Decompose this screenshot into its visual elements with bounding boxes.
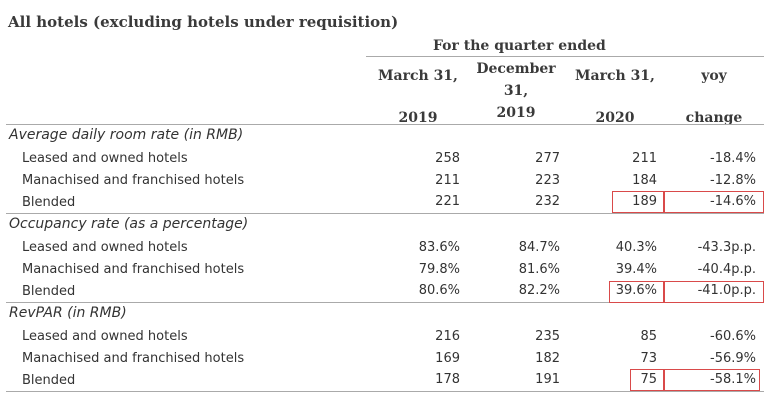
divider [6, 302, 764, 303]
col-header-line: 2020 [595, 110, 635, 126]
highlight-box [609, 281, 664, 303]
cell-value: 189 [632, 194, 657, 209]
cell-value: 221 [435, 194, 460, 209]
cell-value: 73 [640, 351, 657, 366]
col-header-line: 31, [503, 83, 529, 99]
cell-value: 232 [535, 194, 560, 209]
cell-value: 191 [535, 372, 560, 387]
row-label: Manachised and franchised hotels [22, 262, 245, 277]
cell-value: 39.6% [615, 283, 657, 298]
col-header-dec-2019: December 31, 2019 [470, 58, 562, 124]
cell-value: -18.4% [710, 151, 756, 166]
highlight-box [630, 369, 664, 391]
cell-value: 258 [435, 151, 460, 166]
col-header-mar-2020: March 31, 2020 [569, 66, 661, 129]
highlight-box [664, 191, 764, 213]
row-label: Blended [22, 284, 76, 299]
row-label: Leased and owned hotels [22, 240, 188, 255]
cell-value: -41.0p.p. [697, 283, 756, 298]
cell-value: 75 [640, 372, 657, 387]
cell-value: 39.4% [615, 262, 657, 277]
cell-value: 235 [535, 329, 560, 344]
cell-value: -40.4p.p. [697, 262, 756, 277]
row-label: Blended [22, 195, 76, 210]
row-label: Leased and owned hotels [22, 329, 188, 344]
table-title: All hotels (excluding hotels under requi… [8, 13, 399, 31]
cell-value: 211 [632, 151, 657, 166]
highlight-box [612, 191, 664, 213]
col-header-line: change [685, 110, 743, 126]
col-header-line [569, 87, 661, 108]
section-title-occupancy: Occupancy rate (as a percentage) [9, 216, 249, 232]
cell-value: 169 [435, 351, 460, 366]
row-label: Leased and owned hotels [22, 151, 188, 166]
cell-value: 81.6% [518, 262, 560, 277]
col-header-line: March 31, [575, 68, 655, 84]
col-header-line: 2019 [398, 110, 438, 126]
cell-value: -58.1% [710, 372, 756, 387]
col-header-yoy: yoy change [668, 66, 760, 129]
divider [366, 56, 764, 57]
divider [6, 124, 764, 125]
period-subtitle: For the quarter ended [433, 38, 606, 54]
cell-value: 184 [632, 173, 657, 188]
cell-value: -60.6% [710, 329, 756, 344]
col-header-line: yoy [701, 68, 727, 84]
cell-value: -43.3p.p. [697, 240, 756, 255]
col-header-mar-2019: March 31, 2019 [372, 66, 464, 129]
col-header-line [668, 87, 760, 108]
section-title-revpar: RevPAR (in RMB) [9, 305, 127, 321]
highlight-box [664, 369, 760, 391]
cell-value: 182 [535, 351, 560, 366]
divider [6, 213, 764, 214]
cell-value: 82.2% [518, 283, 560, 298]
cell-value: 83.6% [418, 240, 460, 255]
col-header-line: December [476, 61, 556, 77]
cell-value: 277 [535, 151, 560, 166]
cell-value: 84.7% [518, 240, 560, 255]
row-label: Manachised and franchised hotels [22, 351, 245, 366]
col-header-line: March 31, [378, 68, 458, 84]
cell-value: 223 [535, 173, 560, 188]
cell-value: 178 [435, 372, 460, 387]
divider [6, 391, 764, 392]
col-header-line [372, 87, 464, 108]
cell-value: 80.6% [418, 283, 460, 298]
cell-value: -12.8% [710, 173, 756, 188]
row-label: Manachised and franchised hotels [22, 173, 245, 188]
cell-value: -56.9% [710, 351, 756, 366]
cell-value: 40.3% [615, 240, 657, 255]
cell-value: 79.8% [418, 262, 460, 277]
highlight-box [664, 281, 764, 303]
cell-value: 211 [435, 173, 460, 188]
col-header-line: 2019 [496, 105, 536, 121]
row-label: Blended [22, 373, 76, 388]
section-title-adr: Average daily room rate (in RMB) [9, 127, 244, 143]
cell-value: -14.6% [710, 194, 756, 209]
cell-value: 216 [435, 329, 460, 344]
cell-value: 85 [640, 329, 657, 344]
